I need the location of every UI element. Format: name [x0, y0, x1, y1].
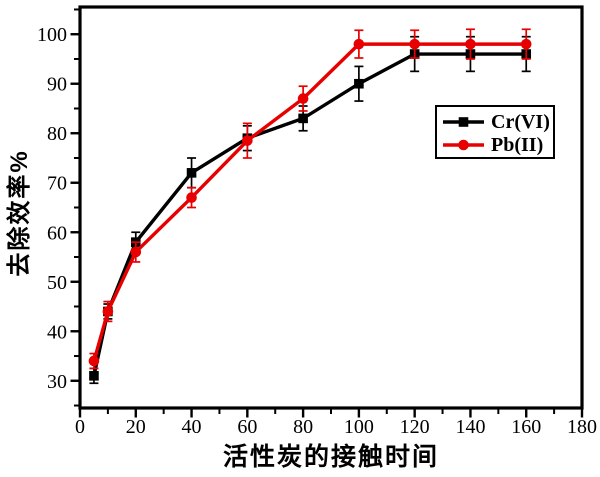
legend-item-crvi: Cr(VI) [442, 110, 551, 133]
pbii-marker [297, 93, 309, 104]
x-tick-label: 60 [237, 416, 257, 438]
y-tick-label: 60 [47, 222, 67, 244]
y-tick-label: 30 [47, 371, 67, 393]
crvi-marker [186, 168, 197, 178]
crvi-legend-marker-icon [443, 116, 484, 127]
x-tick-label: 20 [126, 416, 146, 438]
x-tick-label: 120 [400, 416, 430, 438]
y-tick-label: 40 [47, 321, 67, 343]
y-axis-title: 去除效率% [6, 149, 33, 277]
legend: Cr(VI) Pb(II) [435, 105, 555, 159]
x-tick-label: 80 [293, 416, 313, 438]
pbii-marker [409, 38, 420, 50]
pbii-marker [130, 246, 142, 258]
legend-item-pbii: Pb(II) [442, 133, 551, 156]
plot-frame [78, 5, 584, 410]
x-tick-label: 40 [182, 416, 202, 438]
x-tick-label: 180 [567, 416, 597, 438]
legend-label-pbii: Pb(II) [491, 133, 544, 156]
crvi-marker [354, 78, 364, 89]
x-tick-label: 160 [511, 416, 541, 438]
pbii-marker [102, 306, 114, 317]
y-tick-label: 90 [47, 74, 67, 96]
pbii-legend-marker-icon [443, 139, 484, 150]
crvi-marker [298, 113, 308, 124]
pbii-marker [353, 38, 365, 50]
crvi-legend-marker [458, 116, 469, 127]
y-tick-label: 100 [37, 24, 67, 46]
pbii-marker [465, 38, 476, 50]
pbii-marker [242, 135, 253, 146]
y-tick-label: 70 [47, 173, 67, 195]
x-tick-label: 100 [344, 416, 374, 438]
pbii-marker [520, 38, 532, 50]
y-tick-label: 50 [47, 272, 67, 294]
y-tick-label: 80 [47, 123, 67, 145]
crvi-marker [89, 371, 99, 381]
crvi-line [92, 52, 527, 377]
x-tick-label: 140 [455, 416, 485, 438]
pbii-legend-marker [458, 139, 469, 150]
pbii-marker [88, 355, 100, 367]
pbii-line [92, 42, 527, 362]
x-axis-title: 活性炭的接触时间 [222, 443, 439, 471]
pbii-marker [186, 192, 197, 203]
x-tick-label: 0 [75, 416, 85, 438]
legend-label-crvi: Cr(VI) [491, 110, 550, 133]
